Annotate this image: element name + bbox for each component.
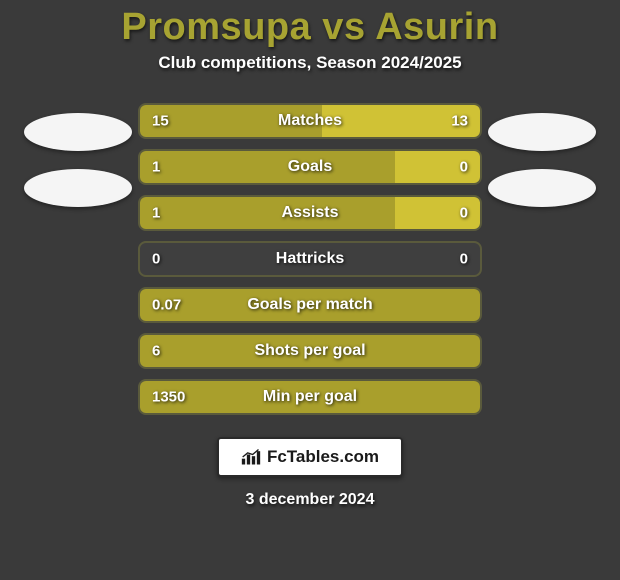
stat-bar: 1350 Min per goal <box>138 379 482 415</box>
stat-label: Matches <box>278 112 342 130</box>
stat-value-left: 1 <box>152 205 160 222</box>
comparison-area: 15 Matches 13 1 Goals 0 1 Assists 0 0 Hattricks 0 0.… <box>0 103 620 415</box>
stat-value-right: 0 <box>460 205 468 222</box>
stat-bar: 1 Goals 0 <box>138 149 482 185</box>
stat-bar-left-segment <box>140 197 395 229</box>
stat-label: Assists <box>282 204 339 222</box>
stat-bar: 0.07 Goals per match <box>138 287 482 323</box>
team-logo-placeholder <box>488 113 596 151</box>
stat-bar: 6 Shots per goal <box>138 333 482 369</box>
brand-badge: FcTables.com <box>217 437 403 477</box>
stat-label: Min per goal <box>263 388 357 406</box>
right-team-logo-column <box>482 103 602 415</box>
stat-bar: 1 Assists 0 <box>138 195 482 231</box>
stat-label: Hattricks <box>276 250 344 268</box>
stat-label: Goals per match <box>247 296 372 314</box>
stat-label: Goals <box>288 158 332 176</box>
stat-value-left: 1350 <box>152 389 185 406</box>
stat-value-right: 13 <box>451 113 468 130</box>
stat-value-left: 6 <box>152 343 160 360</box>
stat-value-left: 15 <box>152 113 169 130</box>
brand-icon <box>241 448 261 466</box>
stat-bar-left-segment <box>140 151 395 183</box>
team-logo-placeholder <box>24 169 132 207</box>
stat-label: Shots per goal <box>254 342 365 360</box>
comparison-card: Promsupa vs Asurin Club competitions, Se… <box>0 0 620 580</box>
page-subtitle: Club competitions, Season 2024/2025 <box>158 53 461 73</box>
stat-value-right: 0 <box>460 159 468 176</box>
stat-value-right: 0 <box>460 251 468 268</box>
team-logo-placeholder <box>24 113 132 151</box>
page-title: Promsupa vs Asurin <box>121 6 498 49</box>
team-logo-placeholder <box>488 169 596 207</box>
brand-text: FcTables.com <box>267 447 379 467</box>
left-team-logo-column <box>18 103 138 415</box>
stat-value-left: 0.07 <box>152 297 181 314</box>
stat-bar: 15 Matches 13 <box>138 103 482 139</box>
stat-bar: 0 Hattricks 0 <box>138 241 482 277</box>
stat-bars-column: 15 Matches 13 1 Goals 0 1 Assists 0 0 Hattricks 0 0.… <box>138 103 482 415</box>
stat-value-left: 0 <box>152 251 160 268</box>
stat-value-left: 1 <box>152 159 160 176</box>
date-text: 3 december 2024 <box>246 491 375 509</box>
